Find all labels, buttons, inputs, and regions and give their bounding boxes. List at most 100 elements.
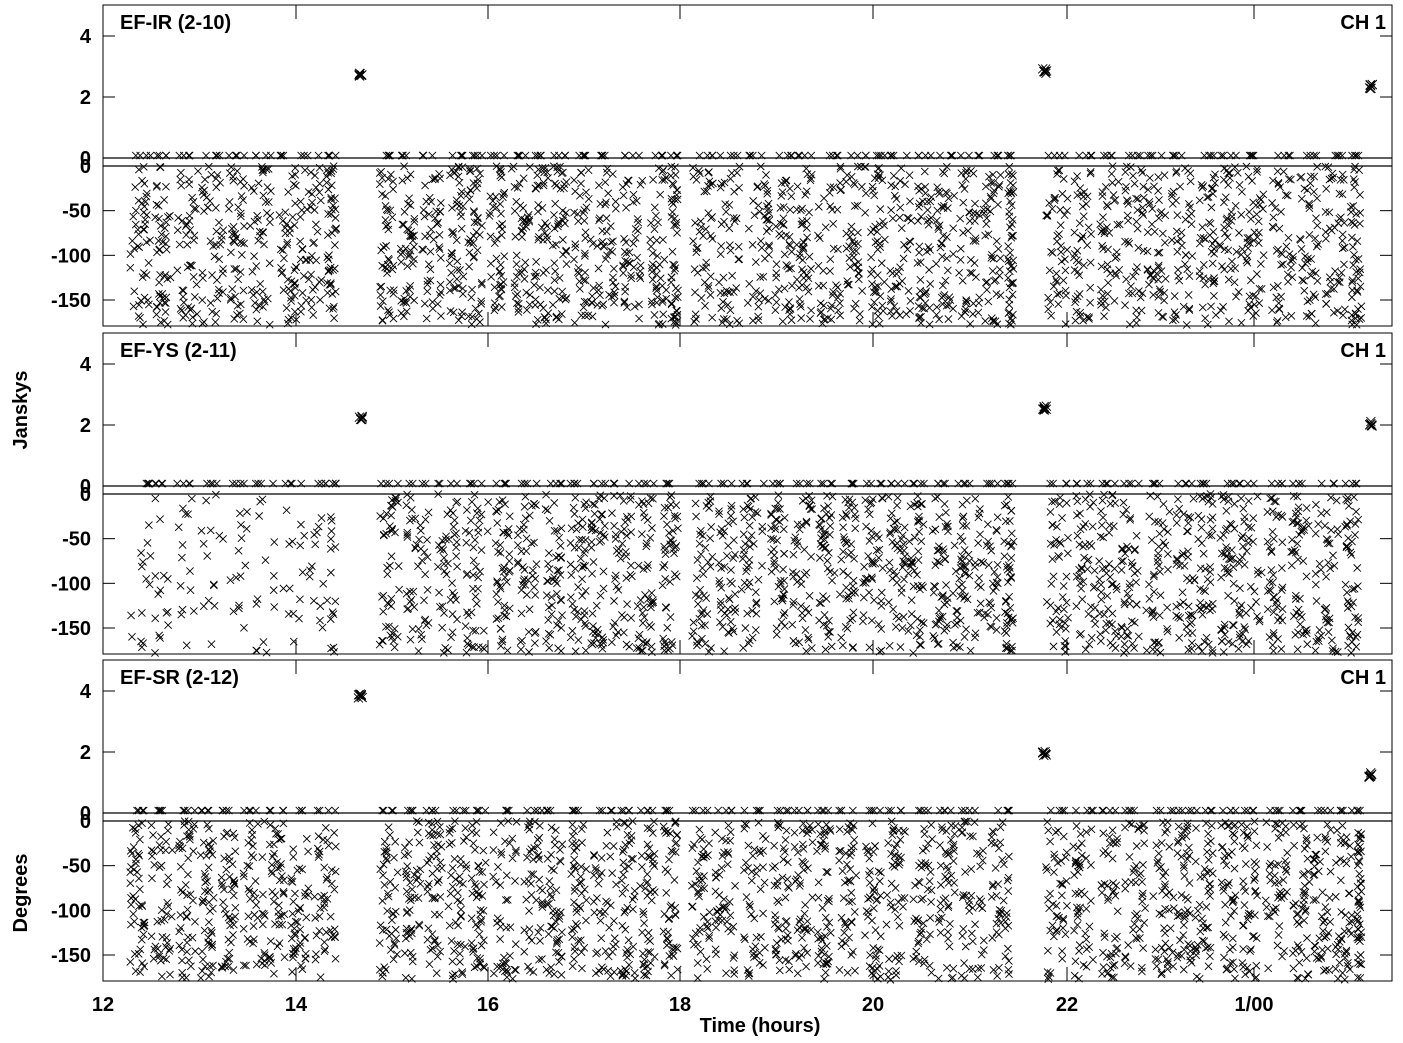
data-point [205,885,214,894]
data-point [815,598,824,607]
data-point [868,182,877,191]
data-point [420,212,429,221]
data-point [951,620,959,629]
data-point [836,590,844,599]
data-point [802,517,811,526]
data-point [762,171,770,179]
data-point [1169,187,1178,196]
data-point [638,619,647,628]
data-point [744,224,753,233]
data-point [782,261,791,269]
data-point [331,597,340,606]
data-point [1005,283,1014,292]
data-point [1209,173,1218,182]
data-point [648,300,656,309]
data-point [1172,511,1181,519]
data-point [262,165,271,174]
data-point [152,310,161,319]
data-point [1103,223,1111,232]
data-point [1185,576,1194,585]
data-point [307,295,316,304]
data-point [151,494,160,503]
data-point [1276,613,1284,622]
data-point [821,223,830,232]
data-point [566,593,575,602]
data-point [255,512,264,520]
data-point [1117,566,1126,574]
data-point [1001,597,1010,606]
data-point [1250,300,1259,309]
data-point [635,300,643,309]
data-point [1005,592,1014,601]
data-point [472,228,481,236]
data-point [426,247,435,256]
data-point [162,933,171,942]
data-point [269,571,278,580]
data-point [376,302,385,310]
data-point [298,288,307,297]
data-point [405,285,414,294]
data-point [307,270,315,279]
data-point [763,215,772,224]
data-point [1131,267,1140,276]
data-point [788,620,797,629]
data-point [189,896,197,905]
data-point [875,220,884,229]
data-point [1099,533,1108,542]
data-point [515,179,524,188]
data-point [1284,175,1293,184]
data-point [207,640,216,649]
data-point [428,175,437,184]
data-point [915,313,924,322]
data-point [931,494,940,503]
data-point [586,235,595,244]
data-point [876,205,885,214]
data-point [1111,195,1120,204]
data-point [410,603,419,612]
data-point [669,200,678,208]
data-point [1253,233,1262,242]
data-point [203,552,212,560]
data-point [209,581,218,590]
data-point [226,248,235,257]
data-point [704,284,713,293]
data-point [567,571,576,580]
data-point [1059,582,1068,590]
y-tick-label: 2 [80,415,91,437]
data-point [214,285,223,294]
data-point [622,203,631,212]
data-point [1005,300,1014,309]
data-point [751,258,760,266]
data-point [1208,239,1217,248]
data-point [544,309,553,318]
data-point [324,168,333,177]
data-point [285,584,294,593]
data-point [636,180,645,189]
data-point [608,237,617,246]
data-point [870,174,879,183]
data-point [636,267,645,276]
data-point [753,509,762,518]
data-point [581,234,590,243]
data-point [220,832,229,841]
data-point [278,216,287,225]
data-point [1188,639,1196,647]
data-point [1351,178,1360,186]
data-point [1357,302,1366,311]
data-point [1136,293,1145,302]
data-point [407,228,416,236]
data-point [284,284,293,293]
data-point [702,501,711,510]
data-point [723,551,731,560]
data-point [888,537,897,546]
data-point [422,314,431,323]
data-point [695,592,703,601]
data-point [135,835,144,844]
data-point [1144,185,1152,194]
data-point [967,167,975,175]
data-point [760,254,769,263]
data-point [410,214,419,223]
data-point [964,550,973,559]
data-point [858,286,867,295]
